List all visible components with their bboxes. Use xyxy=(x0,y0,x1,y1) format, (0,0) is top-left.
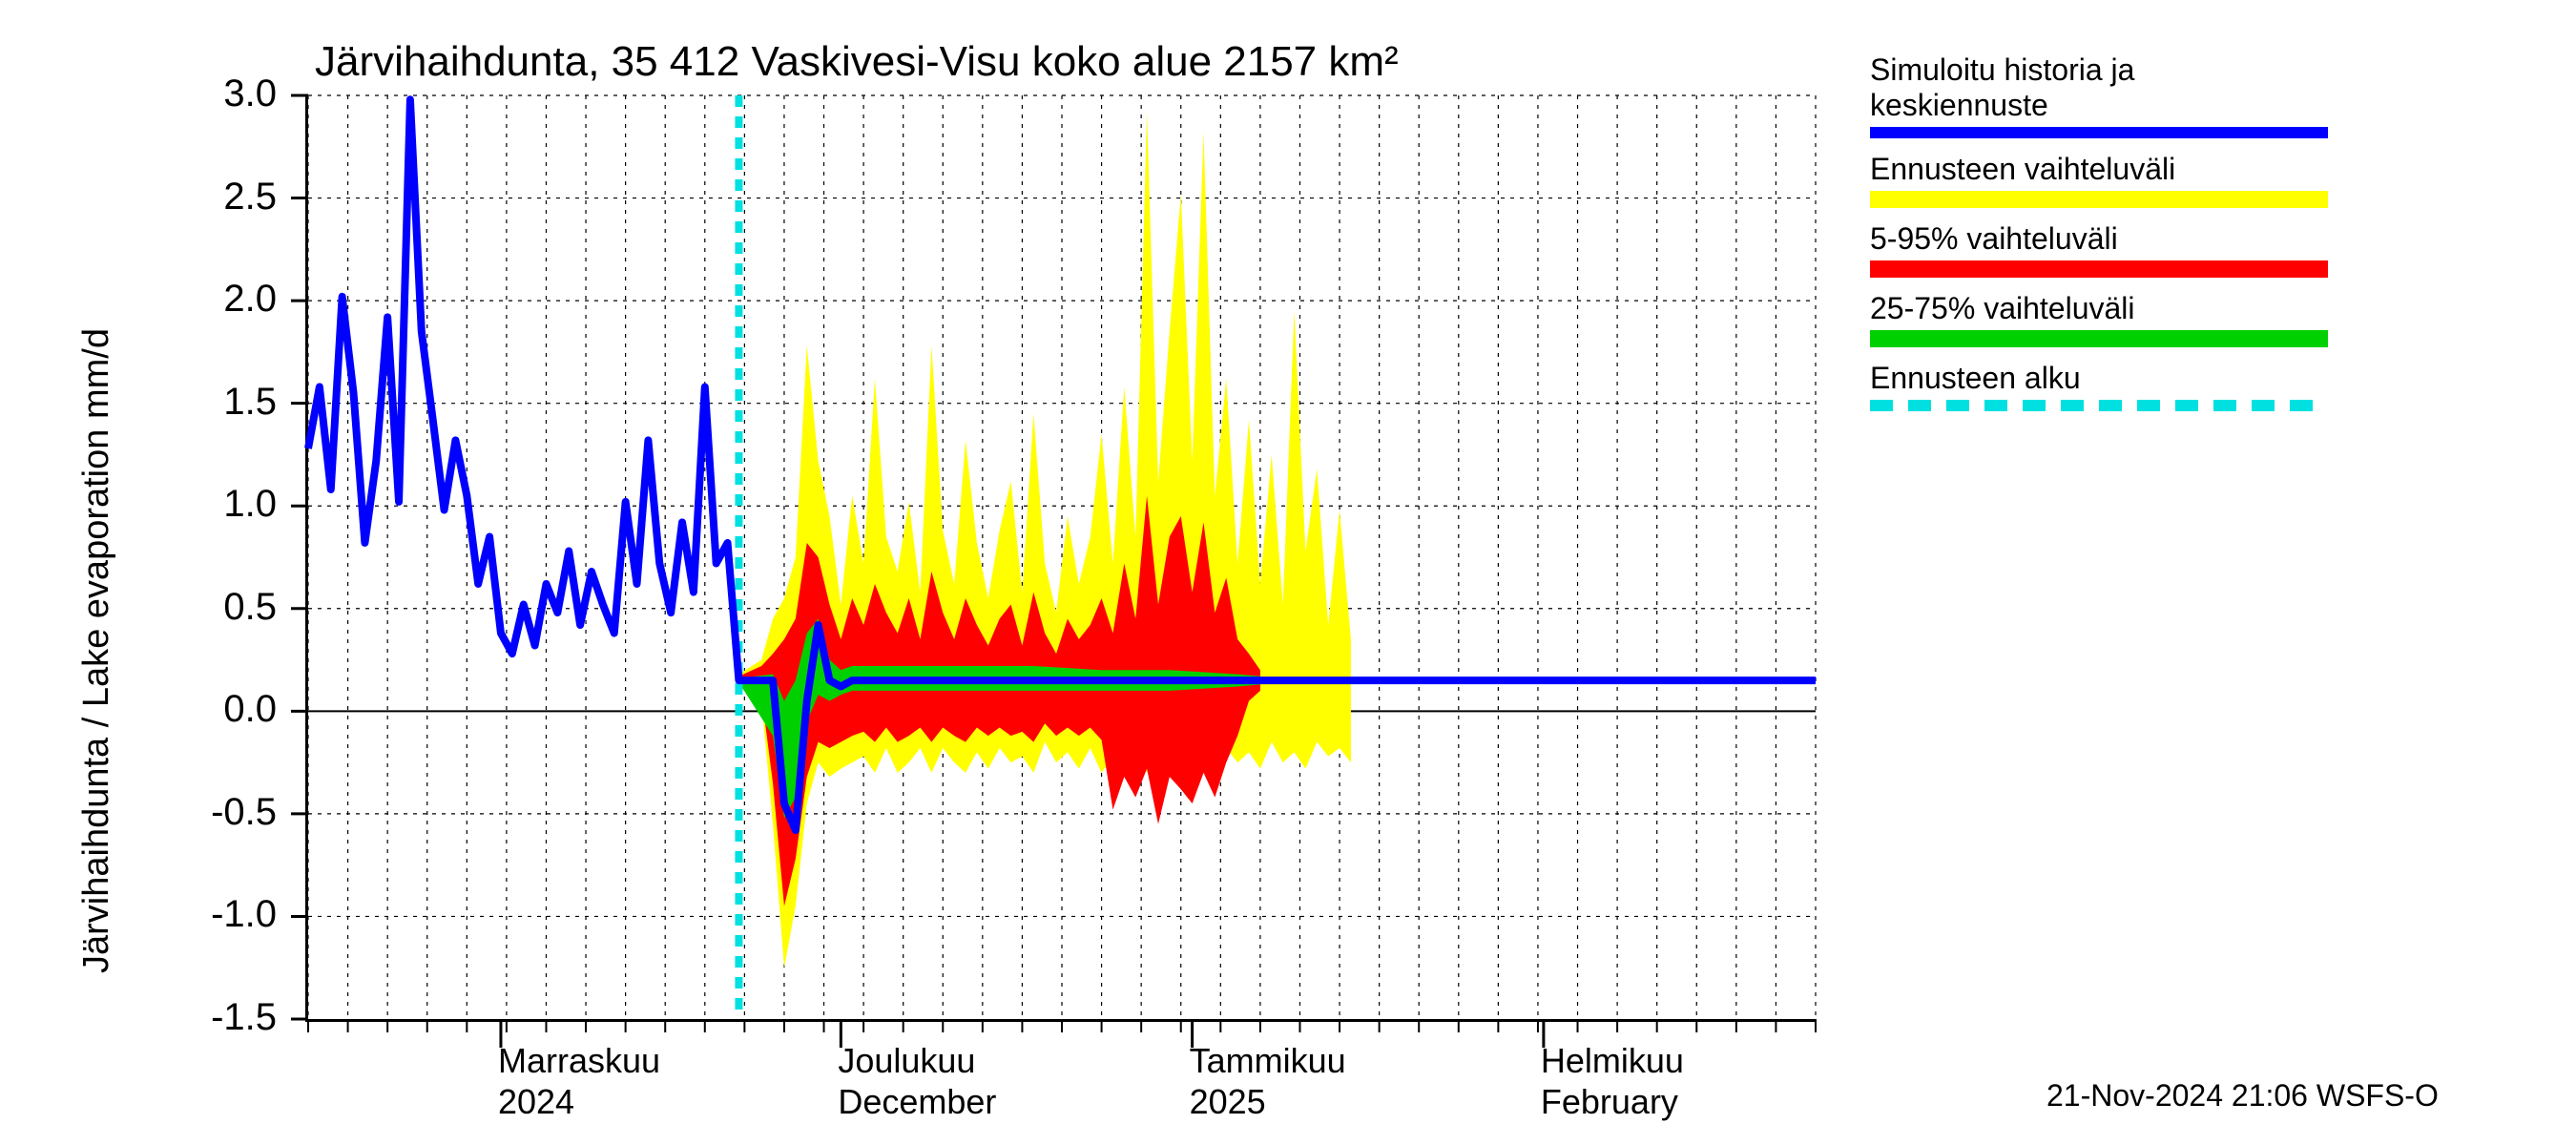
x-tick-label: Tammikuu2025 xyxy=(1190,1040,1346,1122)
x-tick-label: JoulukuuDecember xyxy=(838,1040,996,1122)
y-tick-label: -0.5 xyxy=(162,791,277,834)
legend-item: Ennusteen vaihteluväli xyxy=(1870,152,2328,208)
legend-label: Ennusteen vaihteluväli xyxy=(1870,152,2328,187)
y-tick-label: 0.5 xyxy=(162,586,277,629)
plot-svg xyxy=(308,95,1816,1019)
plot-area xyxy=(305,95,1816,1022)
legend-item: Simuloitu historia jakeskiennuste xyxy=(1870,52,2328,138)
y-tick-label: 1.0 xyxy=(162,483,277,526)
legend-swatch xyxy=(1870,330,2328,347)
y-axis-label: Järvihaihdunta / Lake evaporation mm/d xyxy=(76,328,117,973)
legend-label: 25-75% vaihteluväli xyxy=(1870,291,2328,326)
legend-swatch xyxy=(1870,127,2328,138)
legend-label: keskiennuste xyxy=(1870,88,2328,123)
chart-title: Järvihaihdunta, 35 412 Vaskivesi-Visu ko… xyxy=(315,38,1399,86)
legend-item: 25-75% vaihteluväli xyxy=(1870,291,2328,347)
y-tick-label: 2.0 xyxy=(162,278,277,321)
y-tick-label: 3.0 xyxy=(162,73,277,115)
x-tick-label: HelmikuuFebruary xyxy=(1541,1040,1684,1122)
legend-label: 5-95% vaihteluväli xyxy=(1870,221,2328,257)
y-tick-label: 1.5 xyxy=(162,381,277,424)
legend-item: Ennusteen alku xyxy=(1870,361,2328,411)
legend: Simuloitu historia jakeskiennuste Ennuste… xyxy=(1870,52,2328,425)
y-tick-label: -1.0 xyxy=(162,893,277,936)
legend-swatch xyxy=(1870,260,2328,278)
y-tick-label: 0.0 xyxy=(162,688,277,731)
legend-label: Ennusteen alku xyxy=(1870,361,2328,396)
legend-swatch xyxy=(1870,400,2328,411)
footer-text: 21-Nov-2024 21:06 WSFS-O xyxy=(2046,1078,2439,1114)
x-tick-label: Marraskuu2024 xyxy=(498,1040,660,1122)
legend-item: 5-95% vaihteluväli xyxy=(1870,221,2328,278)
legend-label: Simuloitu historia ja xyxy=(1870,52,2328,88)
chart-container: Järvihaihdunta, 35 412 Vaskivesi-Visu ko… xyxy=(0,0,2576,1145)
legend-swatch xyxy=(1870,191,2328,208)
y-tick-label: -1.5 xyxy=(162,996,277,1039)
y-tick-label: 2.5 xyxy=(162,176,277,219)
